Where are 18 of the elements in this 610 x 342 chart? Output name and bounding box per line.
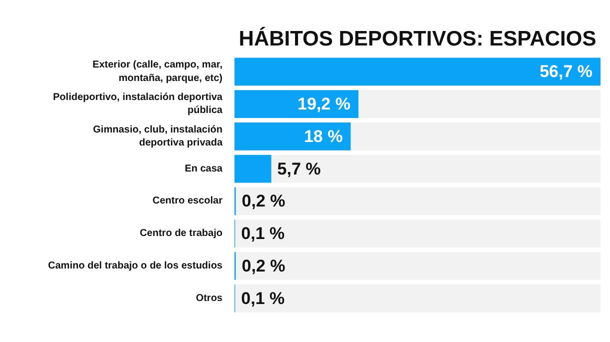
data-label: 0,1 %: [241, 288, 285, 308]
data-label: 5,7 %: [277, 159, 321, 178]
y-tick-label: Centro de trabajo: [140, 228, 223, 240]
y-tick-label: Otros: [196, 292, 223, 304]
y-tick-label: Camino del trabajo o de los estudios: [48, 260, 223, 272]
data-label: 19,2 %: [298, 94, 350, 114]
data-label: 0,2 %: [242, 192, 286, 211]
data-label: 0,2 %: [242, 256, 286, 276]
data-label: 18 %: [304, 126, 343, 146]
y-tick-label: En casa: [184, 163, 223, 174]
chart-title: HÁBITOS DEPORTIVOS: ESPACIOS: [238, 26, 596, 50]
data-label: 0,1 %: [241, 224, 285, 244]
data-label: 56,7 %: [540, 62, 593, 82]
y-tick-label: Gimnasio, club, instalación deportiva privada: [93, 124, 223, 149]
y-tick-label: Exterior (calle, campo, mar, montaña, parque, etc): [92, 60, 223, 84]
y-tick-label: Polideportivo, instalación deportiva pública: [53, 92, 223, 116]
bar: [234, 154, 272, 183]
y-tick-label: Centro escolar: [152, 196, 223, 207]
